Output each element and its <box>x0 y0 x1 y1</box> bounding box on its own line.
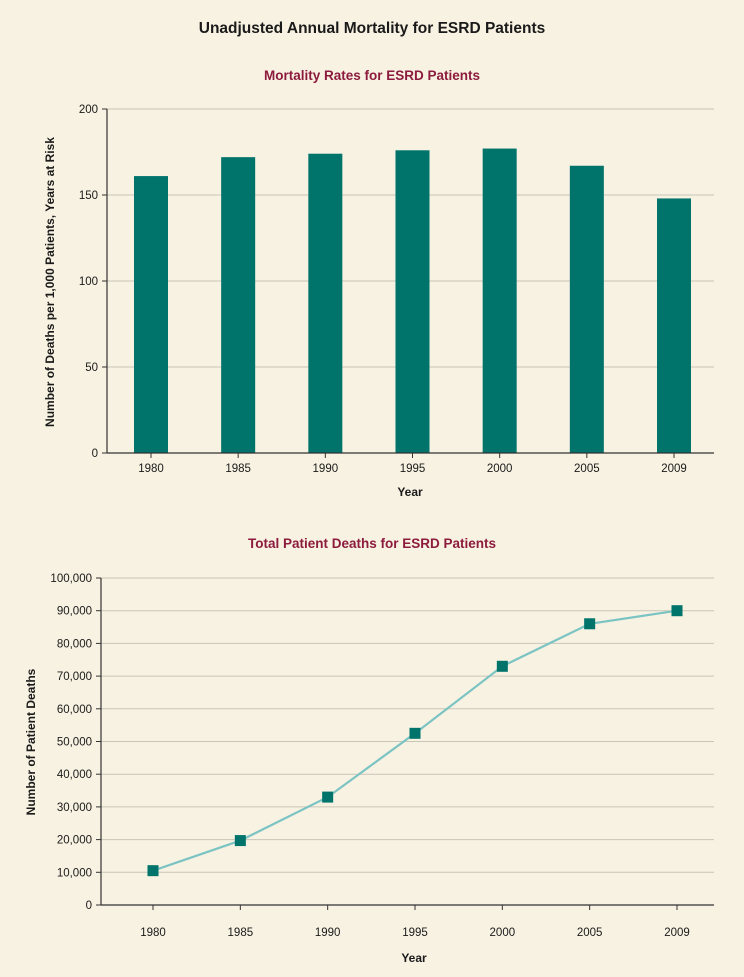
bar-chart-x-tick-label: 2005 <box>574 463 600 475</box>
bar <box>221 157 256 453</box>
line-chart-title: Total Patient Deaths for ESRD Patients <box>247 536 497 551</box>
bar-chart-axes: 0 50 100 150 200 1980 1985 1990 1995 2000 2005 2009 <box>79 104 714 475</box>
line-chart-y-tick-label: 40,000 <box>57 769 92 781</box>
main-title: Unadjusted Annual Mortality for ESRD Pat… <box>198 20 546 37</box>
line-point <box>322 791 334 803</box>
line-chart-y-tick-label: 10,000 <box>57 867 92 879</box>
line-chart-y-tick-label: 30,000 <box>57 802 92 814</box>
line-chart-x-tick-label: 2005 <box>577 927 603 939</box>
bar-chart: 0 50 100 150 200 1980 1985 1990 1995 2000 2005 2009… <box>43 104 714 499</box>
line-series <box>152 609 678 872</box>
bar-chart-y-axis-label: Number of Deaths per 1,000 Patients, Yea… <box>43 137 57 427</box>
line-chart-y-tick-label: 90,000 <box>57 606 92 618</box>
line-chart-grid <box>101 577 714 873</box>
bar-chart-y-tick-label: 50 <box>85 362 98 374</box>
line-chart-y-tick-label: 100,000 <box>50 573 92 585</box>
line-chart-x-axis-label: Year <box>401 951 427 965</box>
bar-chart-y-tick-label: 100 <box>79 276 98 288</box>
bar-chart-title: Mortality Rates for ESRD Patients <box>263 68 481 83</box>
bar <box>308 153 343 453</box>
line-chart-x-tick-label: 1990 <box>315 927 341 939</box>
line-chart-x-tick-label: 1980 <box>140 927 166 939</box>
line-point <box>409 727 421 739</box>
bar <box>395 150 430 453</box>
bar <box>134 176 168 453</box>
line-point <box>671 605 683 617</box>
bar-chart-x-tick-label: 1995 <box>400 463 426 475</box>
bar-chart-x-tick-label: 1985 <box>225 463 251 475</box>
line-chart-x-tick-label: 2000 <box>490 927 516 939</box>
line-chart-x-tick-label: 1985 <box>228 927 254 939</box>
line-point <box>234 835 246 847</box>
bar-chart-x-tick-label: 2000 <box>487 463 513 475</box>
line-chart-x-tick-label: 1995 <box>402 927 428 939</box>
bar-chart-y-tick-label: 200 <box>79 104 98 116</box>
bar <box>482 148 517 453</box>
bar-chart-x-tick-label: 2009 <box>661 463 687 475</box>
line-chart-y-tick-label: 60,000 <box>57 704 92 716</box>
line-chart-y-tick-label: 20,000 <box>57 835 92 847</box>
line-chart-y-tick-label: 70,000 <box>57 671 92 683</box>
line-chart-y-axis-label: Number of Patient Deaths <box>24 668 38 815</box>
line-chart-marks <box>147 605 683 877</box>
line-chart-y-tick-label: 80,000 <box>57 638 92 650</box>
bar-chart-y-tick-label: 150 <box>79 190 98 202</box>
line-chart-x-tick-label: 2009 <box>664 927 690 939</box>
line-chart-y-tick-label: 50,000 <box>57 737 92 749</box>
line-point <box>147 865 159 877</box>
line-chart-y-tick-label: 0 <box>86 900 92 912</box>
bar-chart-bars <box>134 148 691 453</box>
bar <box>569 165 604 453</box>
bar-chart-x-axis-label: Year <box>397 485 423 499</box>
line-point <box>584 618 596 630</box>
bar <box>657 198 691 453</box>
bar-chart-x-tick-label: 1980 <box>138 463 164 475</box>
line-chart-axes: 0 10,000 20,000 30,000 40,000 50,000 60,000 70,… <box>50 573 714 939</box>
bar-chart-x-tick-label: 1990 <box>313 463 339 475</box>
line-point <box>496 660 508 672</box>
bar-chart-y-tick-label: 0 <box>92 448 98 460</box>
